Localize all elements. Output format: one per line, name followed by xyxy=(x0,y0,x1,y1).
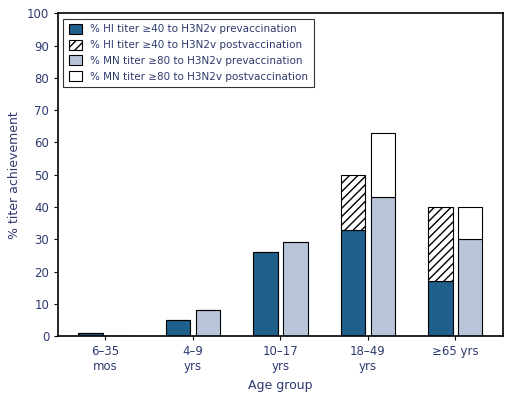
Bar xyxy=(428,281,453,336)
Bar xyxy=(370,197,395,336)
Y-axis label: % titer achievement: % titer achievement xyxy=(8,111,21,238)
Legend: % HI titer ≥40 to H3N2v prevaccination, % HI titer ≥40 to H3N2v postvaccination,: % HI titer ≥40 to H3N2v prevaccination, … xyxy=(63,18,314,87)
Bar xyxy=(253,252,278,336)
Bar xyxy=(370,133,395,197)
Bar xyxy=(341,230,365,336)
Bar xyxy=(78,333,103,336)
Bar xyxy=(283,242,308,336)
Bar xyxy=(428,207,453,281)
Bar xyxy=(166,320,190,336)
Bar xyxy=(458,207,482,239)
Bar xyxy=(196,310,220,336)
X-axis label: Age group: Age group xyxy=(248,379,313,392)
Bar xyxy=(341,175,365,230)
Bar xyxy=(458,239,482,336)
